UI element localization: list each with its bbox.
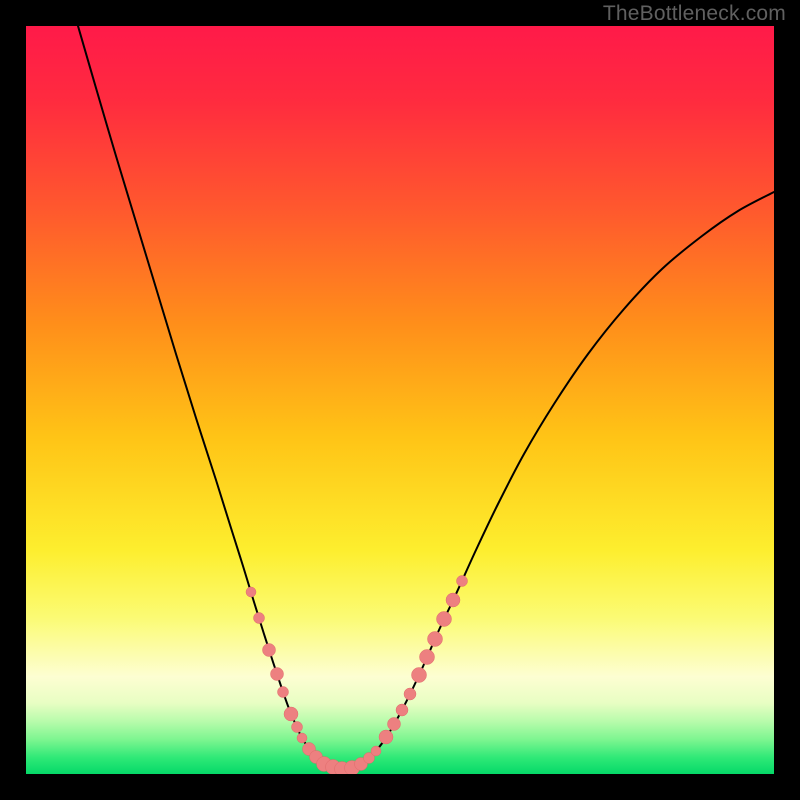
data-marker: [457, 576, 468, 587]
data-marker: [420, 650, 435, 665]
data-marker: [396, 704, 408, 716]
data-marker: [437, 612, 452, 627]
data-marker: [284, 707, 298, 721]
data-marker: [388, 718, 401, 731]
data-marker: [246, 587, 256, 597]
data-marker: [428, 632, 443, 647]
chart-frame: TheBottleneck.com: [0, 0, 800, 800]
data-marker: [254, 613, 265, 624]
data-marker: [263, 644, 276, 657]
data-marker: [446, 593, 460, 607]
data-marker: [379, 730, 393, 744]
chart-background: [26, 26, 774, 774]
data-marker: [278, 687, 289, 698]
watermark-text: TheBottleneck.com: [603, 2, 786, 26]
data-marker: [271, 668, 284, 681]
data-marker: [297, 733, 307, 743]
data-marker: [404, 688, 416, 700]
bottleneck-chart: [26, 26, 774, 774]
data-marker: [412, 668, 427, 683]
data-marker: [292, 722, 303, 733]
data-marker: [371, 746, 381, 756]
plot-area: [26, 26, 774, 774]
